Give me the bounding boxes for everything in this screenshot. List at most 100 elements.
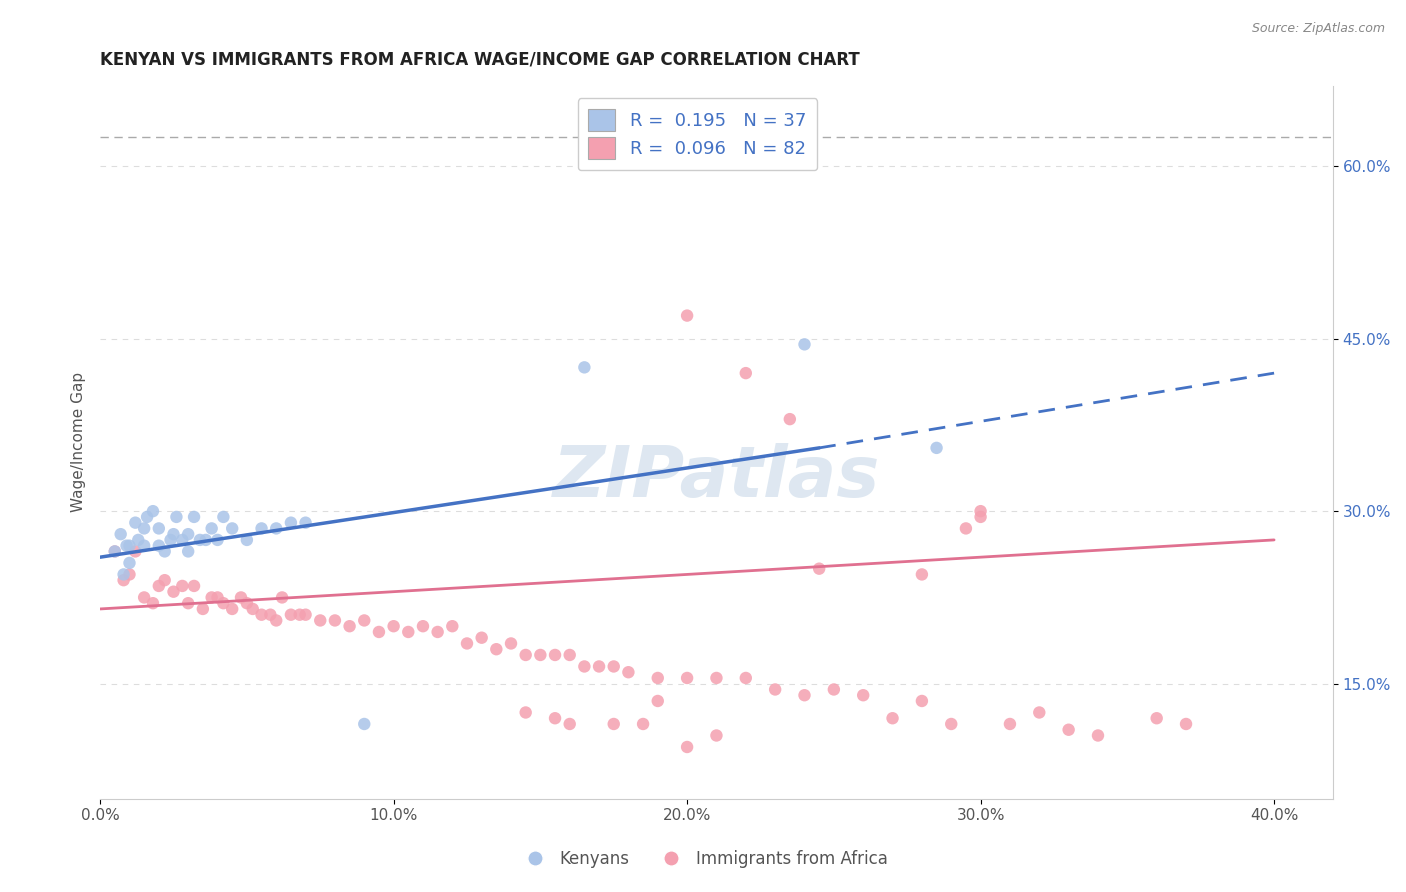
Point: [264, 521, 287, 535]
Point: [558, 717, 581, 731]
Point: [242, 602, 264, 616]
Point: [172, 533, 194, 547]
Point: [706, 729, 728, 743]
Point: [793, 337, 815, 351]
Point: [294, 607, 316, 622]
Point: [969, 509, 991, 524]
Point: [941, 717, 963, 731]
Point: [194, 533, 217, 547]
Point: [339, 619, 361, 633]
Point: [112, 573, 135, 587]
Point: [1028, 706, 1050, 720]
Point: [647, 694, 669, 708]
Point: [1087, 729, 1109, 743]
Point: [236, 533, 259, 547]
Point: [911, 567, 934, 582]
Point: [229, 591, 252, 605]
Point: [515, 648, 537, 662]
Point: [118, 567, 141, 582]
Point: [925, 441, 948, 455]
Point: [734, 671, 756, 685]
Point: [588, 659, 610, 673]
Point: [212, 509, 235, 524]
Point: [153, 544, 176, 558]
Text: KENYAN VS IMMIGRANTS FROM AFRICA WAGE/INCOME GAP CORRELATION CHART: KENYAN VS IMMIGRANTS FROM AFRICA WAGE/IN…: [100, 51, 860, 69]
Point: [706, 671, 728, 685]
Point: [955, 521, 977, 535]
Point: [162, 584, 184, 599]
Point: [793, 688, 815, 702]
Point: [201, 591, 224, 605]
Point: [426, 624, 449, 639]
Point: [882, 711, 904, 725]
Point: [911, 694, 934, 708]
Point: [104, 544, 127, 558]
Point: [221, 521, 243, 535]
Point: [142, 596, 165, 610]
Point: [280, 607, 302, 622]
Y-axis label: Wage/Income Gap: Wage/Income Gap: [72, 372, 86, 512]
Point: [499, 636, 522, 650]
Point: [969, 504, 991, 518]
Point: [134, 591, 156, 605]
Point: [148, 521, 170, 535]
Point: [177, 544, 200, 558]
Point: [734, 366, 756, 380]
Point: [264, 614, 287, 628]
Point: [162, 527, 184, 541]
Point: [115, 539, 138, 553]
Point: [271, 591, 294, 605]
Point: [124, 544, 146, 558]
Point: [207, 591, 229, 605]
Point: [153, 573, 176, 587]
Point: [136, 509, 159, 524]
Point: [280, 516, 302, 530]
Point: [998, 717, 1021, 731]
Point: [148, 539, 170, 553]
Point: [1146, 711, 1168, 725]
Point: [471, 631, 494, 645]
Point: [309, 614, 332, 628]
Point: [544, 648, 567, 662]
Point: [188, 533, 211, 547]
Point: [177, 527, 200, 541]
Point: [236, 596, 259, 610]
Point: [603, 659, 626, 673]
Point: [456, 636, 478, 650]
Point: [676, 671, 699, 685]
Text: ZIPatlas: ZIPatlas: [553, 443, 880, 512]
Point: [212, 596, 235, 610]
Point: [574, 659, 596, 673]
Point: [1175, 717, 1198, 731]
Point: [124, 516, 146, 530]
Point: [191, 602, 214, 616]
Point: [852, 688, 875, 702]
Point: [396, 624, 419, 639]
Point: [763, 682, 786, 697]
Point: [515, 706, 537, 720]
Point: [294, 516, 316, 530]
Point: [165, 509, 187, 524]
Point: [134, 521, 156, 535]
Point: [127, 533, 149, 547]
Point: [221, 602, 243, 616]
Point: [485, 642, 508, 657]
Point: [250, 521, 273, 535]
Point: [368, 624, 391, 639]
Point: [353, 614, 375, 628]
Point: [110, 527, 132, 541]
Point: [647, 671, 669, 685]
Point: [529, 648, 551, 662]
Point: [250, 607, 273, 622]
Point: [323, 614, 346, 628]
Point: [159, 533, 181, 547]
Point: [259, 607, 281, 622]
Point: [207, 533, 229, 547]
Point: [544, 711, 567, 725]
Point: [382, 619, 405, 633]
Point: [779, 412, 801, 426]
Point: [201, 521, 224, 535]
Point: [412, 619, 434, 633]
Point: [823, 682, 845, 697]
Point: [676, 309, 699, 323]
